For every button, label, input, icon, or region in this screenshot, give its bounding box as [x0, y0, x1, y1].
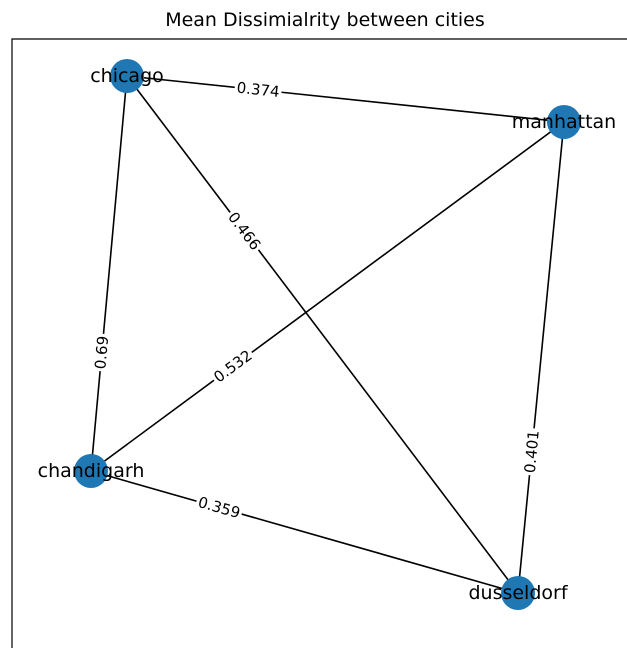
edge-label-group: 0.374	[233, 78, 283, 102]
node-label: dusseldorf	[468, 582, 568, 604]
node-label: chicago	[90, 65, 164, 87]
edge	[126, 75, 565, 123]
edge-label-group: 0.69	[91, 333, 113, 372]
edge-label: 0.374	[236, 79, 281, 101]
edge-label-group: 0.532	[208, 345, 258, 388]
title: Mean Dissimialrity between cities	[165, 9, 485, 31]
node	[547, 105, 581, 139]
edge	[90, 121, 565, 472]
edge-label-group: 0.359	[194, 492, 245, 523]
edge	[90, 470, 519, 594]
node-label: chandigarh	[38, 460, 145, 482]
node	[110, 59, 144, 93]
edge-label-bg	[520, 427, 544, 476]
edge-label: 0.359	[196, 493, 242, 522]
edge-label-group: 0.466	[222, 206, 266, 256]
edge-label-group: 0.401	[520, 427, 544, 476]
edge	[126, 75, 519, 594]
edge-label-bg	[194, 492, 245, 523]
node	[501, 576, 535, 610]
edge-label-bg	[208, 345, 258, 388]
frame	[11, 38, 627, 648]
node-label: manhattan	[512, 111, 616, 133]
edge	[517, 121, 565, 594]
edge	[90, 75, 128, 472]
edge-label: 0.401	[521, 429, 543, 473]
edge-label-bg	[222, 206, 266, 256]
edge-label: 0.466	[224, 209, 264, 254]
edge-label: 0.69	[91, 335, 112, 370]
node	[74, 454, 108, 488]
edge-label-bg	[233, 78, 283, 102]
edge-label: 0.532	[210, 346, 255, 386]
edge-label-bg	[91, 333, 113, 372]
